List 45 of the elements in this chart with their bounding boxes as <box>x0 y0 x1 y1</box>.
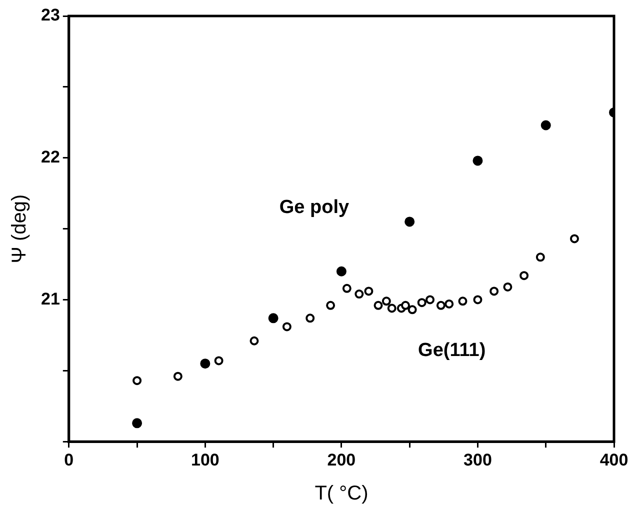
point <box>173 372 182 381</box>
y-axis-title: Ψ (deg) <box>8 194 31 264</box>
point <box>503 282 512 292</box>
point <box>268 313 278 324</box>
point <box>404 216 415 227</box>
point <box>387 304 396 313</box>
text: Ge poly <box>279 196 350 218</box>
series-label: Ge(111) <box>418 340 486 362</box>
point <box>250 336 259 346</box>
x-axis-title: T( °C) <box>314 482 368 505</box>
point <box>436 300 446 310</box>
point <box>401 300 410 310</box>
point <box>536 252 545 262</box>
point <box>200 358 210 369</box>
point <box>408 305 417 314</box>
point <box>132 418 142 428</box>
x-tick-label: 200 <box>327 450 356 470</box>
point <box>364 286 374 296</box>
y-tick-label: 21 <box>40 289 60 308</box>
point <box>382 296 391 306</box>
x-tick-label: 100 <box>190 450 220 470</box>
x-tick-label: 400 <box>600 450 628 470</box>
point <box>473 295 482 304</box>
point <box>417 298 426 308</box>
point <box>336 266 346 276</box>
x-tick-label: 0 <box>64 450 74 470</box>
point <box>570 234 579 244</box>
point <box>214 356 224 366</box>
point <box>472 156 483 166</box>
point <box>354 290 364 299</box>
point <box>458 296 468 306</box>
point <box>520 271 529 280</box>
point <box>540 120 551 130</box>
x-tick-label: 300 <box>464 450 492 470</box>
point <box>374 300 383 310</box>
point <box>282 322 292 332</box>
point <box>426 295 435 304</box>
point <box>490 286 499 296</box>
point <box>444 299 454 308</box>
point <box>306 314 315 323</box>
point <box>342 284 352 293</box>
point <box>132 376 142 386</box>
y-tick-label: 22 <box>40 148 60 167</box>
point <box>326 300 336 310</box>
y-tick-label: 23 <box>40 6 60 25</box>
